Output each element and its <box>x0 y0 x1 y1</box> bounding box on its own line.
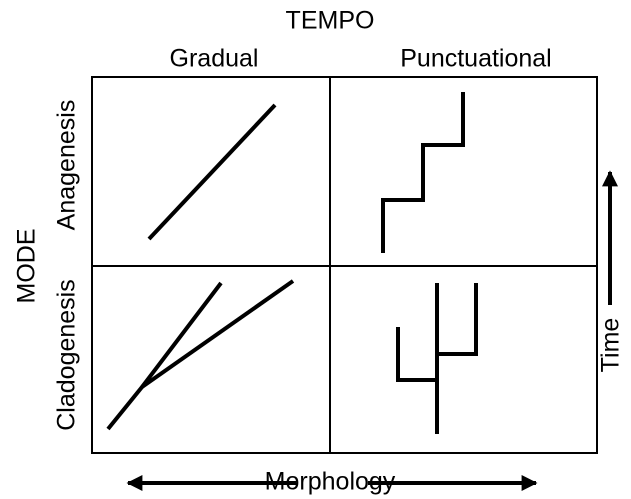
gradual-cladogenesis-branch <box>140 279 295 389</box>
punctuated-cladogenesis-branch <box>437 283 478 356</box>
mode-label: MODE <box>13 229 41 304</box>
time-label: Time <box>597 318 625 373</box>
row-label: Anagenesis <box>53 100 81 231</box>
gradual-anagenesis-line <box>147 103 277 241</box>
punctuated-cladogenesis-branch <box>396 327 437 382</box>
column-label: Punctuational <box>400 45 552 73</box>
column-label: Gradual <box>170 45 259 73</box>
row-label: Cladogenesis <box>53 279 81 431</box>
gradual-cladogenesis-branch <box>106 281 223 431</box>
punctuated-anagenesis-line <box>381 92 465 253</box>
tempo-title: TEMPO <box>286 7 375 35</box>
